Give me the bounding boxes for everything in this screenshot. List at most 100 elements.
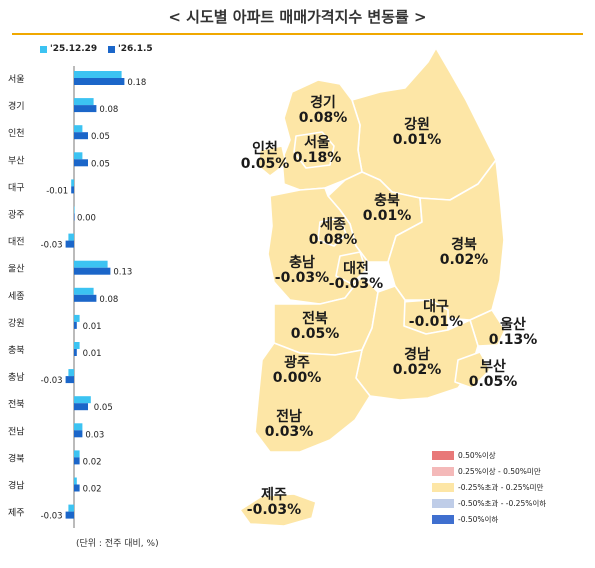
bar-curr [74, 321, 77, 329]
category-label: 인천 [8, 128, 25, 139]
bar-curr [74, 294, 97, 302]
data-label: 0.05 [91, 132, 110, 142]
bar-prev [74, 260, 108, 268]
category-label: 울산 [8, 264, 25, 275]
bar-curr [74, 78, 125, 85]
scale-swatch-1 [432, 451, 454, 460]
legend-swatch-prev [40, 45, 47, 53]
bar-curr [74, 430, 83, 438]
bar-prev [74, 314, 80, 322]
bar-curr [65, 376, 74, 384]
category-label: 강원 [8, 318, 25, 329]
scale-swatch-4 [432, 499, 454, 508]
category-label: 대전 [8, 237, 25, 248]
bar-curr [74, 484, 80, 492]
bar-prev [74, 450, 80, 458]
bar-curr [74, 132, 88, 140]
bar-prev [74, 342, 80, 349]
map-label-gyeongbuk: 경북 0.02% [439, 237, 489, 268]
data-label: -0.03 [41, 512, 63, 522]
bar-curr [65, 511, 74, 519]
bar-curr [74, 159, 88, 167]
bar-curr [74, 213, 75, 221]
bar-prev [68, 504, 74, 512]
region-jeonnam [254, 342, 371, 453]
bar-curr [74, 267, 111, 275]
region-daejeon [335, 251, 367, 285]
region-seoul [293, 131, 335, 169]
scale-item-2: 0.25%이상 - 0.50%미만 [432, 466, 541, 477]
bar-prev [74, 71, 122, 78]
bar-prev [74, 423, 83, 431]
map-label-daejeon: 대전 -0.03% [328, 261, 384, 292]
data-label: 0.08 [99, 295, 118, 305]
bar-prev [74, 125, 83, 133]
map-label-sejong: 세종 0.08% [308, 217, 358, 248]
map-label-jeju: 제주 -0.03% [246, 487, 302, 518]
map-label-ulsan: 울산 0.13% [488, 317, 538, 348]
title-underline [12, 33, 583, 35]
bar-prev [74, 98, 94, 106]
scale-swatch-5 [432, 515, 454, 524]
bar-prev [74, 396, 91, 404]
category-label: 광주 [8, 209, 25, 221]
category-label: 경기 [8, 100, 25, 112]
data-label: 0.18 [127, 78, 146, 88]
region-jeju [239, 493, 317, 527]
legend-item-curr: '26.1.5 [108, 44, 153, 54]
bar-chart: 서울 0.18 경기 0.08 인천 0.05 부산 0.05 대구 -0.01 광주 0.00 대전 -… [8, 66, 146, 528]
data-label: 0.08 [99, 105, 118, 115]
data-label: -0.01 [46, 186, 68, 196]
legend-label-curr: '26.1.5 [118, 44, 153, 54]
region-busan [454, 351, 491, 389]
data-label: -0.03 [41, 241, 63, 251]
scale-item-1: 0.50%이상 [432, 450, 496, 461]
legend-item-prev: '25.12.29 [40, 44, 97, 54]
bar-prev [71, 179, 74, 187]
bar-prev [74, 152, 83, 160]
scale-swatch-3 [432, 483, 454, 492]
category-label: 전남 [8, 426, 25, 437]
category-label: 세종 [8, 291, 25, 302]
map-label-chungnam: 충남 -0.03% [274, 255, 330, 286]
legend-swatch-curr [108, 45, 115, 53]
map-label-gyeongnam: 경남 0.02% [392, 347, 442, 378]
data-label: 0.02 [83, 485, 102, 495]
category-label: 충북 [8, 345, 25, 356]
legend-label-prev: '25.12.29 [50, 44, 98, 54]
bar-curr [74, 105, 97, 113]
data-label: 0.01 [83, 349, 102, 359]
map-label-gangwon: 강원 0.01% [392, 117, 442, 148]
category-label: 서울 [8, 74, 25, 85]
scale-item-3: -0.25%초과 - 0.25%미만 [432, 482, 543, 493]
bar-curr [71, 186, 74, 194]
data-label: 0.02 [83, 457, 102, 467]
category-label: 전북 [8, 399, 25, 410]
scale-swatch-2 [432, 467, 454, 476]
data-label: 0.00 [77, 214, 96, 224]
data-label: 0.13 [113, 268, 132, 278]
map-label-jeonnam: 전남 0.03% [264, 409, 314, 440]
data-label: 0.05 [94, 403, 113, 413]
bar-prev [68, 233, 74, 241]
category-label: 대구 [8, 182, 25, 193]
map-label-gyeonggi: 경기 0.08% [298, 95, 348, 126]
region-incheon [257, 145, 287, 177]
data-label: 0.01 [83, 322, 102, 332]
bar-prev [68, 369, 74, 377]
map-label-seoul: 서울 0.18% [292, 135, 342, 166]
bar-curr [65, 240, 74, 248]
page-title: < 시도별 아파트 매매가격지수 변동률 > [168, 8, 427, 26]
category-label: 충남 [8, 372, 25, 383]
bar-prev [74, 477, 77, 485]
region-gyeongnam [355, 285, 479, 401]
category-label: 경남 [8, 480, 25, 492]
bar-prev [74, 206, 75, 214]
scale-item-4: -0.50%초과 - -0.25%이하 [432, 498, 546, 509]
bar-curr [74, 457, 80, 465]
map-label-jeonbuk: 전북 0.05% [290, 311, 340, 342]
region-sejong [317, 217, 347, 247]
map-label-chungbuk: 충북 0.01% [362, 193, 412, 224]
unit-note: (단위 : 전주 대비, %) [76, 539, 159, 549]
